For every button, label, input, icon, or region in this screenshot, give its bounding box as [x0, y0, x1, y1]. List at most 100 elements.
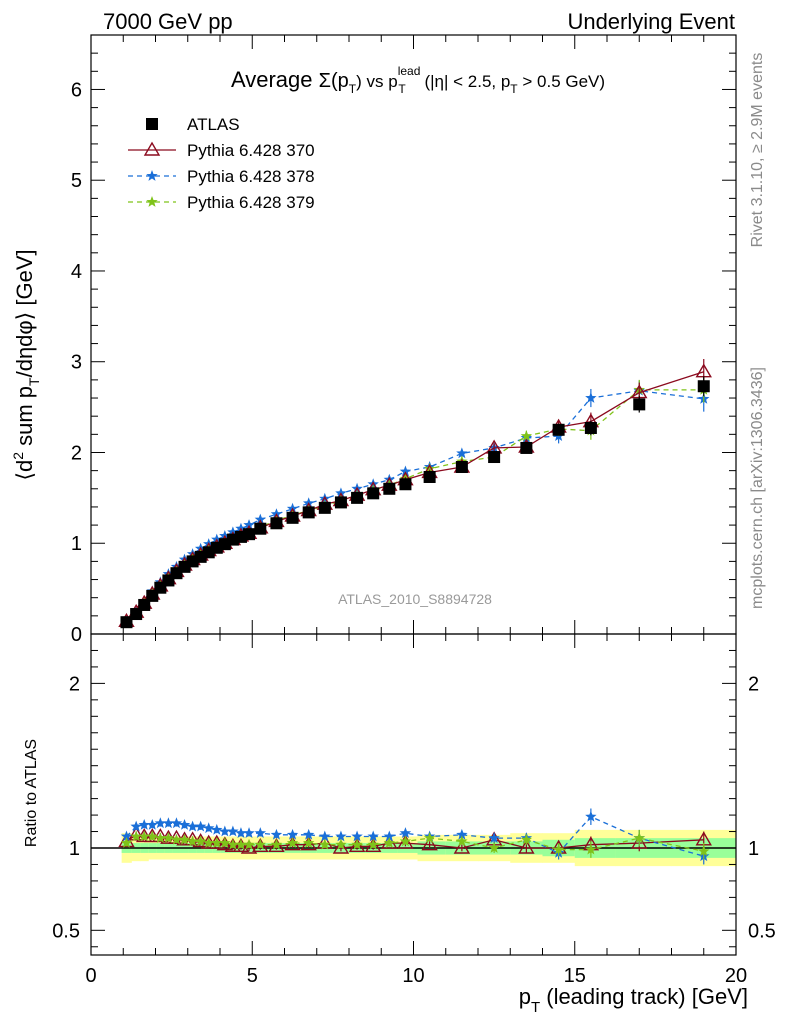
ratio-point	[186, 820, 199, 832]
ratio-point	[698, 845, 710, 857]
ratio-point	[302, 837, 315, 848]
analysis-id: ATLAS_2010_S8894728	[338, 591, 492, 607]
x-tick-label: 10	[402, 965, 424, 987]
series-pythia-6-428-378	[120, 380, 710, 627]
data-point	[423, 470, 436, 483]
data-point	[302, 506, 315, 519]
side-label-rivet: Rivet 3.1.10, ≥ 2.9M events	[749, 53, 766, 248]
ratio-point	[335, 838, 347, 850]
series-atlas	[120, 376, 710, 629]
ratio-point	[252, 837, 269, 853]
ratio-point	[585, 810, 597, 822]
data-point	[520, 441, 533, 454]
x-tick-label: 5	[247, 965, 258, 987]
ratio-point	[154, 817, 167, 829]
data-point	[488, 451, 501, 464]
ratio-point	[633, 832, 645, 843]
ratio-point	[456, 835, 468, 847]
ratio-point	[186, 835, 199, 847]
legend-label: Pythia 6.428 378	[187, 167, 315, 186]
ratio-point	[399, 827, 412, 839]
data-point	[399, 465, 412, 477]
data-point	[383, 482, 396, 495]
ratio-point	[194, 835, 207, 847]
data-point	[254, 513, 267, 525]
ratio-point	[232, 837, 250, 853]
ratio-y-tick-label-right: 1	[748, 838, 759, 860]
ratio-point	[146, 818, 158, 830]
ratio-point	[120, 830, 133, 842]
ratio-point	[286, 828, 299, 840]
data-point	[584, 421, 597, 434]
ratio-line	[126, 815, 704, 857]
ratio-point	[224, 837, 242, 853]
ratio-point	[421, 836, 438, 851]
data-point	[120, 616, 133, 629]
ratio-point	[518, 839, 535, 854]
ratio-point	[453, 839, 471, 854]
series-pythia-6-428-370	[118, 359, 712, 627]
x-axis-label: pT (leading track) [GeV]	[519, 984, 748, 1016]
ratio-point	[302, 828, 315, 840]
ratio-point	[211, 837, 223, 848]
legend-marker	[146, 170, 158, 181]
ratio-point	[367, 830, 379, 842]
plot-title: Average Σ(pT) vs plead T (|η| < 2.5, pT >…	[231, 64, 605, 96]
ratio-point	[219, 837, 231, 848]
ratio-point	[120, 837, 133, 848]
data-point	[334, 496, 347, 509]
y-tick-label: 0	[71, 624, 82, 646]
ratio-point	[162, 832, 175, 843]
data-point	[243, 519, 255, 530]
data-point	[351, 491, 364, 504]
data-point	[318, 501, 331, 514]
ratio-point	[203, 837, 215, 848]
ratio-point	[254, 827, 267, 839]
ratio-series-pythia-6-428-379	[120, 829, 710, 860]
x-tick-label: 15	[564, 965, 586, 987]
ratio-point	[423, 832, 436, 843]
ratio-point	[130, 820, 142, 832]
data-point	[423, 462, 436, 474]
ratio-frame	[90, 633, 737, 956]
ratio-point	[319, 838, 331, 850]
ratio-point	[332, 839, 350, 854]
data-point	[130, 608, 143, 621]
data-point	[552, 423, 565, 436]
data-point	[286, 511, 299, 524]
ratio-point	[335, 830, 347, 842]
ratio-y-tick-label: 0.5	[52, 920, 80, 942]
legend-label: Pythia 6.428 370	[187, 141, 315, 160]
ratio-point	[178, 833, 191, 845]
ratio-point	[219, 825, 231, 837]
ratio-point	[178, 818, 191, 830]
data-point	[585, 392, 597, 403]
ratio-point	[397, 834, 414, 849]
ratio-point	[146, 830, 158, 842]
y-axis-label-main: ⟨d2 sum pT/dηdφ⟩ [GeV]	[10, 249, 42, 480]
y-tick-label: 1	[71, 533, 82, 555]
ratio-point	[383, 837, 396, 848]
ratio-point	[286, 837, 299, 848]
ratio-point	[162, 817, 175, 829]
data-point	[455, 461, 468, 474]
legend-marker	[146, 118, 158, 130]
data-point	[399, 478, 412, 491]
ratio-point	[488, 842, 500, 853]
ratio-point	[351, 830, 363, 842]
ratio-point	[348, 837, 366, 853]
ratio-point	[552, 843, 565, 855]
legend: ATLAS Pythia 6.428 370 Pythia 6.428 378 Pyt…	[128, 115, 315, 212]
ratio-y-tick-label-right: 2	[748, 673, 759, 695]
ratio-point	[240, 839, 258, 854]
ratio-point	[227, 838, 239, 850]
ratio-point	[138, 830, 150, 842]
ratio-point	[399, 835, 412, 847]
y-tick-label: 4	[71, 261, 82, 283]
x-tick-label: 0	[85, 965, 96, 987]
ratio-y-tick-label-right: 0.5	[748, 920, 776, 942]
y-tick-label: 2	[71, 442, 82, 464]
ratio-point	[367, 838, 379, 850]
legend-item: Pythia 6.428 378	[128, 167, 315, 186]
